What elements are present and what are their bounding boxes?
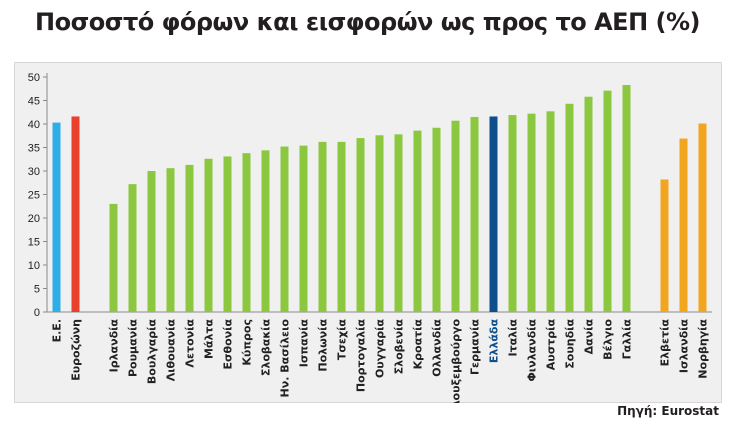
bar-Λιθουανία bbox=[166, 168, 175, 312]
category-label: Ισλανδία bbox=[678, 319, 691, 374]
y-tick-label: 35 bbox=[28, 143, 40, 155]
category-label: Ευροζώνη bbox=[70, 319, 83, 381]
bar-Ιρλανδία bbox=[109, 203, 118, 312]
bar-Πολωνία bbox=[318, 141, 327, 312]
category-label: Ελβετία bbox=[659, 319, 672, 367]
category-label: Αυστρία bbox=[545, 319, 558, 371]
bar-Ευροζώνη bbox=[71, 116, 80, 312]
category-label: Ρουμανία bbox=[127, 319, 140, 377]
category-label: Βέλγιο bbox=[602, 319, 615, 360]
y-tick-label: 25 bbox=[28, 190, 40, 202]
bar-Ουγγαρία bbox=[375, 135, 384, 312]
bar-Μάλτα bbox=[204, 158, 213, 312]
category-label: Βουλγαρία bbox=[146, 319, 159, 385]
category-label: Ιταλία bbox=[507, 319, 520, 357]
y-tick-label: 30 bbox=[28, 166, 40, 178]
bar-Ιταλία bbox=[508, 115, 517, 312]
category-label: Λουξεμβούργο bbox=[450, 319, 463, 403]
y-tick-label: 50 bbox=[28, 72, 40, 84]
bar-Βέλγιο bbox=[603, 90, 612, 312]
category-label: Εσθονία bbox=[222, 319, 235, 370]
category-label: Λιθουανία bbox=[165, 319, 178, 382]
category-label: Πορτογαλία bbox=[355, 319, 368, 393]
bar-Αυστρία bbox=[546, 111, 555, 312]
category-label: Ην. Βασίλειο bbox=[279, 319, 292, 398]
y-tick-label: 20 bbox=[28, 213, 40, 225]
bar-Δανία bbox=[584, 96, 593, 312]
source-note: Πηγή: Eurostat bbox=[617, 404, 719, 418]
bar-Εσθονία bbox=[223, 156, 232, 312]
y-tick-label: 15 bbox=[28, 237, 40, 249]
category-label: Σλοβενία bbox=[393, 319, 406, 375]
category-label: Ισπανία bbox=[298, 319, 311, 368]
bar-Ελλάδα bbox=[489, 116, 498, 312]
bar-Σουηδία bbox=[565, 103, 574, 312]
y-tick-label: 45 bbox=[28, 96, 40, 108]
bar-Ισλανδία bbox=[679, 138, 688, 312]
bar-Σλοβακία bbox=[261, 150, 270, 312]
bar-Ρουμανία bbox=[128, 184, 137, 312]
bar-Γαλλία bbox=[622, 84, 631, 313]
bar-Ολλανδία bbox=[432, 127, 441, 312]
y-tick-label: 10 bbox=[28, 260, 40, 272]
bar-Κύπρος bbox=[242, 153, 251, 312]
category-label: Ελλάδα bbox=[488, 319, 501, 364]
category-label: Ε.Ε. bbox=[51, 319, 64, 342]
bar-Σλοβενία bbox=[394, 134, 403, 312]
category-label: Σουηδία bbox=[564, 319, 577, 369]
category-label: Ολλανδία bbox=[431, 319, 444, 377]
category-label: Νορβηγία bbox=[697, 319, 710, 379]
category-label: Σλοβακία bbox=[260, 319, 273, 377]
bar-Ισπανία bbox=[299, 145, 308, 312]
category-label: Δανία bbox=[583, 319, 596, 355]
category-label: Πολωνία bbox=[317, 319, 330, 372]
bar-Τσεχία bbox=[337, 141, 346, 312]
chart-title: Ποσοστό φόρων και εισφορών ως προς το ΑΕ… bbox=[35, 8, 701, 36]
category-label: Τσεχία bbox=[336, 319, 349, 361]
category-label: Φινλανδία bbox=[526, 319, 539, 382]
bar-Βουλγαρία bbox=[147, 171, 156, 312]
bar-Ε.Ε. bbox=[52, 122, 61, 312]
category-label: Λετονία bbox=[184, 319, 197, 368]
category-label: Μάλτα bbox=[203, 319, 216, 359]
bar-chart: 0 5 10 15 20 25 30 35 40 45 50 Ε.Ε. Ευροζώνη Ιρλανδία… bbox=[28, 72, 712, 403]
category-label: Γαλλία bbox=[621, 319, 634, 360]
category-label: Κροατία bbox=[412, 319, 425, 370]
bar-Κροατία bbox=[413, 130, 422, 312]
category-label: Κύπρος bbox=[241, 319, 254, 366]
category-label: Ιρλανδία bbox=[108, 319, 121, 373]
category-label: Γερμανία bbox=[469, 319, 482, 375]
category-label: Ουγγαρία bbox=[374, 319, 387, 378]
y-tick-label: 40 bbox=[28, 119, 40, 131]
bar-Ην. Βασίλειο bbox=[280, 146, 289, 312]
y-tick-label: 0 bbox=[34, 307, 40, 319]
y-tick-label: 5 bbox=[34, 284, 40, 296]
bar-Λουξεμβούργο bbox=[451, 120, 460, 313]
bar-Γερμανία bbox=[470, 116, 479, 312]
bar-Λετονία bbox=[185, 164, 194, 312]
bar-Πορτογαλία bbox=[356, 138, 365, 312]
bar-Φινλανδία bbox=[527, 113, 536, 312]
bar-Νορβηγία bbox=[698, 123, 707, 312]
bar-Ελβετία bbox=[660, 179, 669, 312]
